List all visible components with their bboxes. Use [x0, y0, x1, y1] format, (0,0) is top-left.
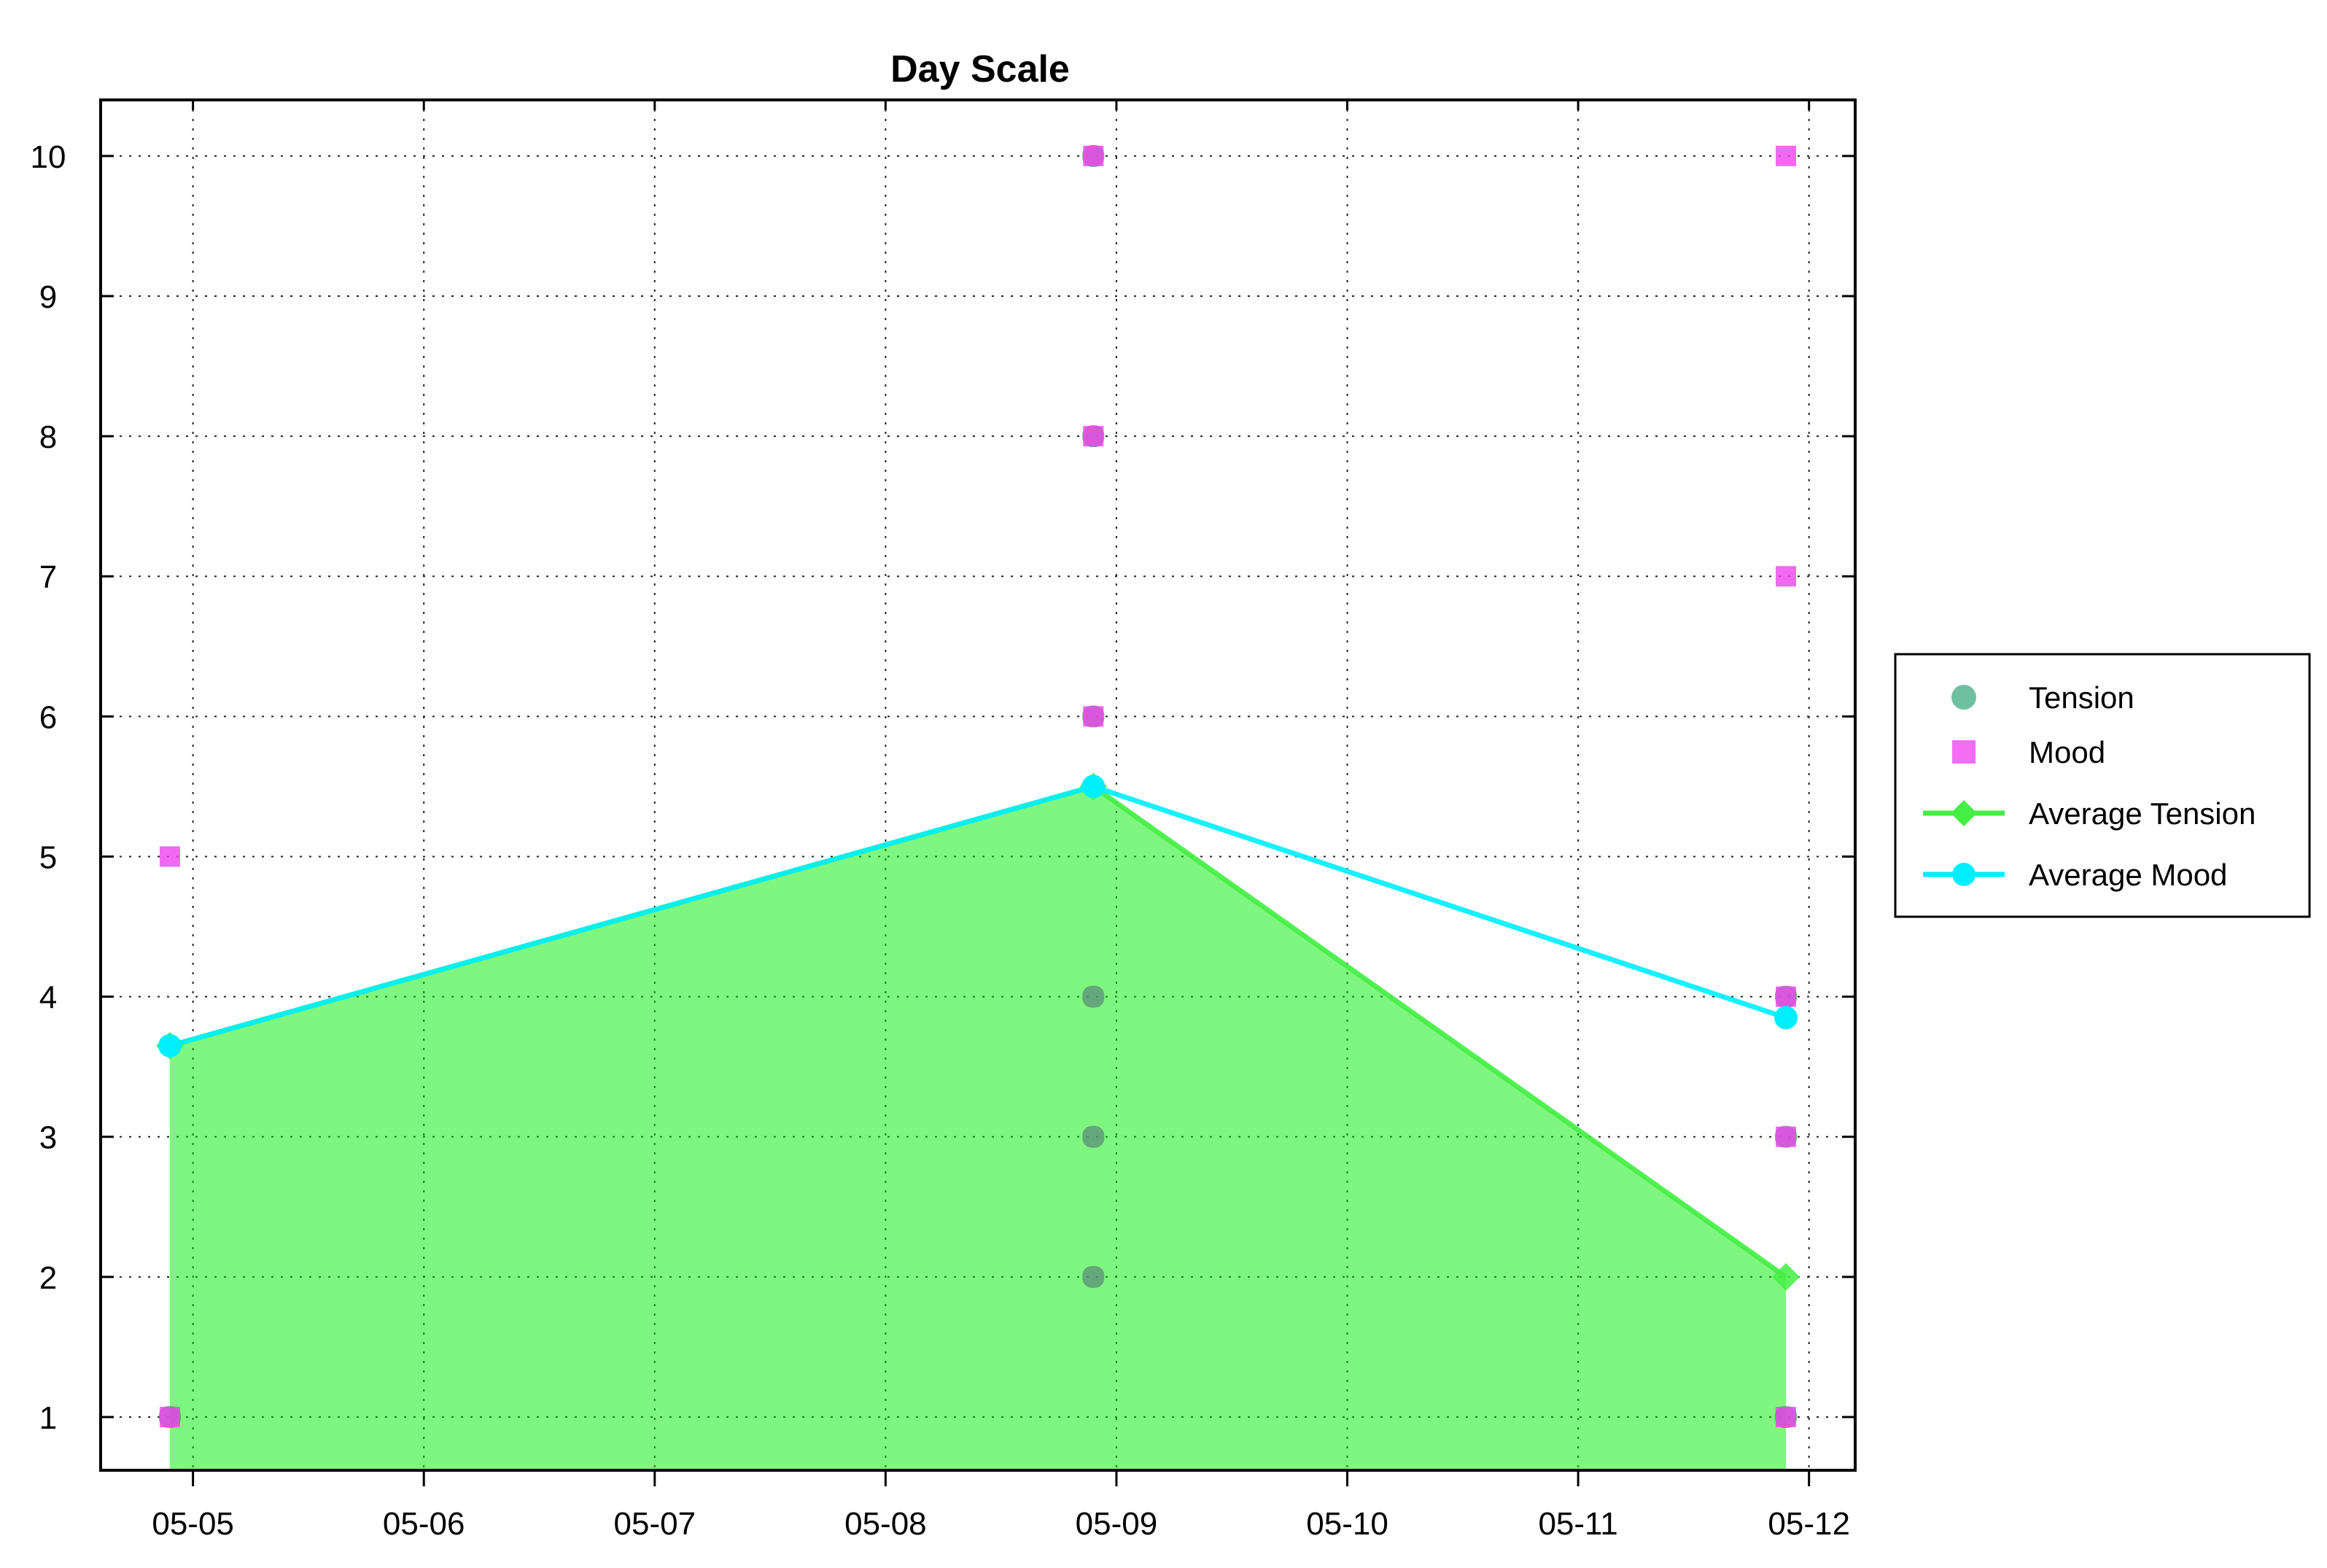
y-tick-label: 3: [39, 1120, 57, 1156]
average-lines: [155, 772, 1800, 1291]
mood-point: [1776, 145, 1797, 166]
mood-point: [1776, 1126, 1797, 1147]
tension-point: [1082, 985, 1105, 1008]
average-mood-marker: [1081, 775, 1106, 799]
y-tick-label: 5: [39, 839, 57, 875]
legend-label: Average Tension: [2029, 796, 2256, 831]
y-tick-label: 8: [39, 419, 57, 455]
x-tick-label: 05-08: [844, 1506, 927, 1542]
legend-average-mood-marker: [1952, 863, 1976, 886]
x-tick-label: 05-06: [383, 1506, 465, 1542]
x-tick-label: 05-12: [1768, 1506, 1850, 1542]
x-tick-label: 05-09: [1076, 1506, 1158, 1542]
y-tick-label: 9: [39, 279, 57, 315]
plot-frame: [99, 98, 1857, 1472]
mood-point: [159, 1406, 180, 1427]
axis-ticks: 05-05 05-06 05-07 05-08 05-09 05-10 05-11 05-12…: [31, 100, 1855, 1542]
y-tick-label: 4: [39, 980, 57, 1016]
mood-point: [1776, 1406, 1797, 1427]
average-tension-area: [169, 786, 1787, 1470]
chart-title: Day Scale: [890, 48, 1070, 90]
legend-average-tension-marker: [1951, 800, 1977, 826]
x-tick-label: 05-07: [614, 1506, 696, 1542]
legend-label: Average Mood: [2029, 858, 2227, 892]
mood-point: [1083, 145, 1104, 166]
legend-tension-symbol: [1951, 685, 1976, 710]
y-tick-label: 10: [31, 139, 66, 175]
legend-mood-symbol: [1952, 740, 1976, 764]
mood-point: [1083, 426, 1104, 447]
y-tick-label: 6: [39, 699, 57, 735]
legend-label: Tension: [2029, 680, 2134, 715]
mood-point: [1083, 706, 1104, 727]
x-tick-label: 05-05: [152, 1506, 234, 1542]
tension-point: [1082, 1265, 1105, 1288]
average-mood-marker: [1774, 1006, 1798, 1030]
legend-label: Mood: [2029, 735, 2105, 769]
scatter-points: [158, 144, 1798, 1428]
x-tick-label: 05-11: [1538, 1506, 1617, 1542]
tension-point: [1082, 1125, 1105, 1148]
mood-point: [159, 846, 180, 867]
mood-point: [1776, 986, 1797, 1007]
average-tension-marker: [1772, 1262, 1800, 1291]
y-tick-label: 2: [39, 1260, 57, 1296]
mood-point: [1776, 566, 1797, 587]
average-mood-marker: [158, 1033, 182, 1057]
legend: Tension Mood Average Tension Average Mood: [1894, 653, 2311, 918]
y-tick-label: 7: [39, 559, 57, 595]
y-tick-label: 1: [39, 1400, 57, 1436]
x-tick-label: 05-10: [1306, 1506, 1388, 1542]
average-tension-fill: [169, 786, 1787, 1470]
